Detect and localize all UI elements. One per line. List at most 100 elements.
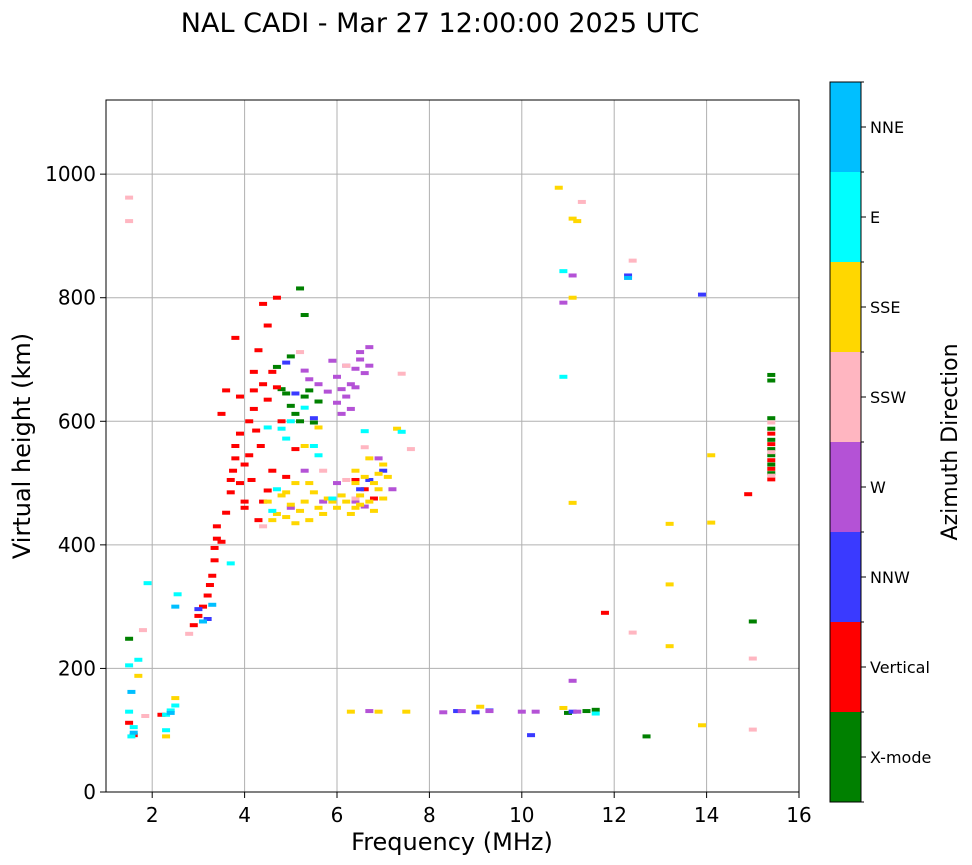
data-point-e — [300, 405, 309, 410]
data-point-sse — [328, 499, 337, 504]
data-point-w — [568, 678, 577, 683]
data-point-sse — [323, 496, 332, 501]
data-point-e — [166, 708, 175, 713]
data-point-nnw — [471, 710, 480, 715]
x-tick-label: 4 — [238, 803, 251, 827]
data-point-ssw — [767, 450, 776, 455]
data-point-ssw — [628, 630, 637, 635]
data-point-sse — [707, 453, 716, 458]
data-point-sse — [383, 474, 392, 479]
data-point-sse — [665, 582, 674, 587]
data-point-vertical — [199, 604, 208, 609]
colorbar-tick-label: E — [870, 208, 880, 227]
data-point-x-mode — [286, 403, 295, 408]
data-point-vertical — [240, 499, 249, 504]
data-point-nnw — [568, 709, 577, 714]
data-point-vertical — [245, 453, 254, 458]
data-point-w — [300, 468, 309, 473]
data-point-ssw — [319, 468, 328, 473]
data-point-sse — [162, 734, 171, 739]
data-point-vertical — [263, 397, 272, 402]
data-point-x-mode — [767, 437, 776, 442]
colorbar-swatch-nne — [830, 82, 861, 172]
y-tick-label: 600 — [58, 409, 96, 433]
data-point-vertical — [210, 558, 219, 563]
data-point-w — [439, 710, 448, 715]
data-point-w — [365, 345, 374, 350]
axis-ticks: 2 4 6 8 10 12 14 16 0 200 400 600 800 1000 — [45, 162, 812, 827]
data-marks — [125, 185, 776, 739]
data-point-x-mode — [309, 420, 318, 425]
data-point-w — [342, 394, 351, 399]
data-point-sse — [319, 511, 328, 516]
data-point-vertical — [249, 406, 258, 411]
data-point-w — [356, 350, 365, 355]
data-point-e — [559, 374, 568, 379]
data-point-vertical — [263, 488, 272, 493]
data-point-e — [282, 436, 291, 441]
data-point-x-mode — [564, 710, 572, 715]
data-point-vertical — [767, 458, 776, 463]
data-point-vertical — [203, 593, 212, 598]
data-point-sse — [568, 216, 577, 221]
data-point-e — [286, 419, 295, 424]
colorbar-swatch-vertical — [830, 622, 861, 712]
data-point-ssw — [397, 371, 406, 376]
data-point-e — [559, 269, 568, 274]
data-point-w — [300, 368, 309, 373]
data-point-sse — [369, 481, 378, 486]
data-point-vertical — [157, 712, 166, 717]
data-point-ssw — [628, 258, 637, 263]
data-point-vertical — [263, 323, 272, 328]
data-point-sse — [374, 709, 383, 714]
data-point-ssw — [342, 477, 351, 482]
chart-title: NAL CADI - Mar 27 12:00:00 2025 UTC — [181, 8, 699, 39]
data-point-x-mode — [314, 399, 323, 404]
data-point-vertical — [268, 468, 277, 473]
data-point-vertical — [252, 428, 261, 433]
data-point-x-mode — [767, 447, 776, 452]
data-point-sse — [697, 723, 706, 728]
data-point-ssw — [185, 631, 194, 636]
data-point-w — [568, 273, 577, 278]
data-point-sse — [282, 490, 291, 495]
data-point-sse — [554, 185, 563, 190]
x-tick-label: 6 — [331, 803, 344, 827]
data-point-ssw — [360, 445, 369, 450]
data-point-vertical — [235, 394, 244, 399]
colorbar-tick-label: NNE — [870, 118, 904, 137]
data-point-vertical — [125, 720, 134, 725]
data-point-vertical — [231, 456, 240, 461]
data-point-vertical — [272, 295, 281, 300]
data-point-nnw — [527, 733, 536, 738]
data-point-sse — [365, 499, 374, 504]
colorbar-tick-label: W — [870, 478, 886, 497]
data-point-e — [162, 728, 171, 733]
data-point-nnw — [453, 709, 462, 714]
data-point-vertical — [259, 382, 268, 387]
data-point-sse — [374, 471, 383, 476]
colorbar-swatch-e — [830, 172, 861, 262]
data-point-w — [323, 389, 332, 394]
data-point-sse — [351, 468, 360, 473]
data-point-vertical — [205, 583, 214, 588]
data-point-vertical — [249, 388, 258, 393]
y-tick-label: 200 — [58, 656, 96, 680]
data-point-sse — [379, 496, 388, 501]
data-point-x-mode — [767, 416, 776, 421]
data-point-w — [559, 300, 568, 305]
data-point-nnw — [365, 477, 374, 482]
data-point-sse — [286, 502, 295, 507]
data-point-e — [360, 429, 369, 434]
data-point-sse — [476, 704, 485, 709]
data-point-e — [134, 657, 143, 662]
data-point-sse — [291, 521, 300, 526]
colorbar: X-mode Vertical NNW W SSW SSE E NNE — [829, 81, 931, 803]
x-axis-label: Frequency (MHz) — [351, 828, 553, 856]
x-tick-label: 14 — [694, 803, 719, 827]
y-axis-label: Virtual height (km) — [8, 333, 36, 559]
colorbar-tick-label: X-mode — [870, 748, 931, 767]
data-point-w — [314, 382, 323, 387]
data-point-nnw — [356, 487, 365, 492]
data-point-x-mode — [296, 286, 305, 291]
